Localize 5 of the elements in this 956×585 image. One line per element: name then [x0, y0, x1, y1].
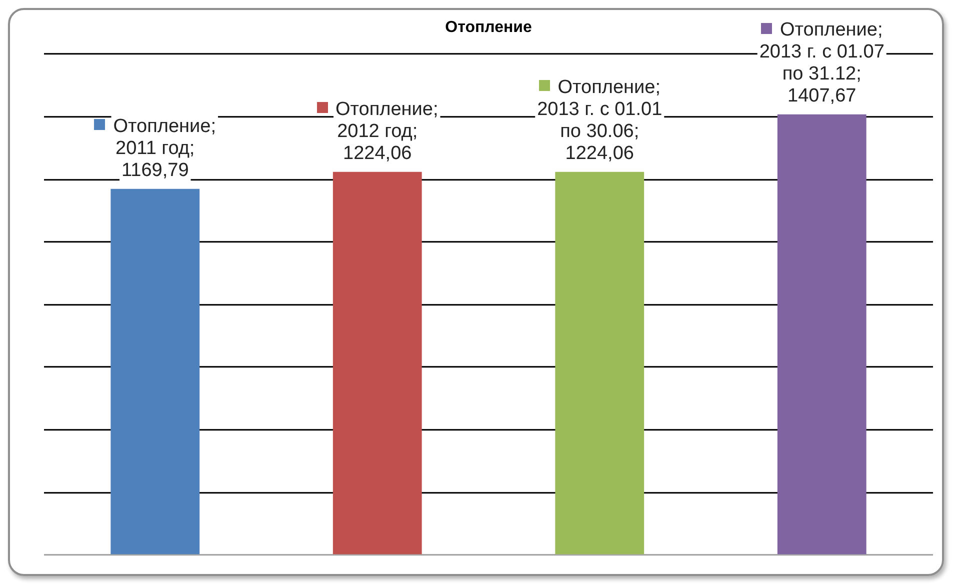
data-label: Отопление; 2012 год; 1224,06	[336, 98, 438, 164]
data-label: Отопление; 2011 год; 1169,79	[113, 116, 216, 181]
chart-title: Отопление	[445, 19, 532, 36]
data-label: Отопление; 2013 г. с 01.07 по 31.12; 1407,67	[759, 19, 884, 106]
data-label: Отопление; 2013 г. с 01.01 по 30.06; 1224,06	[537, 76, 662, 164]
